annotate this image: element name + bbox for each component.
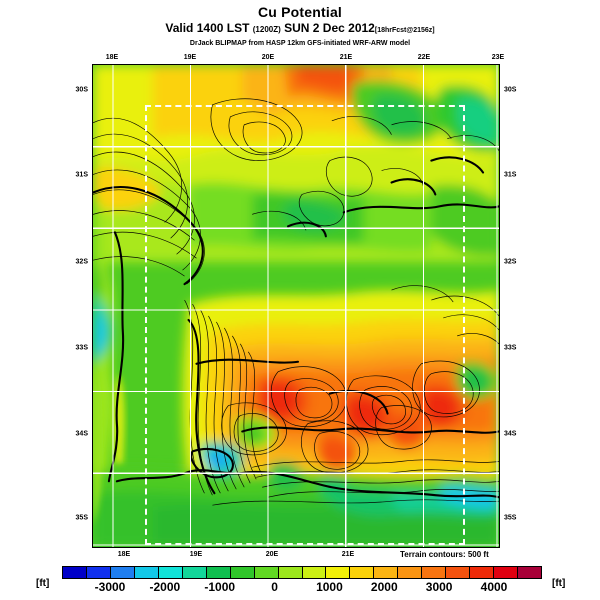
colorbar-tick--3000: -3000 (94, 580, 126, 594)
colorbar-unit-left: [ft] (36, 578, 50, 589)
colorbar-swatch-1 (86, 567, 111, 578)
colorbar-tick-1000: 1000 (316, 580, 343, 594)
colorbar-swatch-14 (398, 567, 423, 578)
colorbar-tick--2000: -2000 (149, 580, 181, 594)
lon-label-bottom-18e: 18E (117, 551, 131, 558)
lat-label-right-30s: 30S (504, 86, 517, 94)
colorbar-swatch-2 (110, 567, 135, 578)
valid-time-text: Valid 1400 LST (165, 21, 250, 35)
colorbar[interactable] (62, 566, 542, 579)
valid-time-utc: (1200Z) (252, 25, 281, 34)
colorbar-tick-0: 0 (271, 580, 278, 594)
lat-label-left-31s: 31S (75, 171, 88, 179)
map-panel[interactable] (92, 64, 500, 548)
lon-label-bottom-21e: 21E (341, 551, 355, 558)
lat-label-right-33s: 33S (504, 344, 517, 352)
colorbar-swatch-8 (254, 567, 279, 578)
colorbar-swatch-6 (206, 567, 231, 578)
colorbar-swatch-16 (446, 567, 471, 578)
colorbar-tick-4000: 4000 (480, 580, 508, 594)
lat-label-right-32s: 32S (504, 258, 517, 266)
forecast-stamp: [18hrFcst@2156z] (374, 27, 435, 34)
colorbar-swatch-13 (374, 567, 399, 578)
lat-label-right-31s: 31S (504, 171, 517, 179)
lon-label-top-21e: 21E (339, 54, 353, 61)
sub-domain-box (145, 105, 465, 545)
colorbar-section: [ft] [ft] -3000 -2000 -1000 0 1000 2000 3000 40… (0, 560, 600, 600)
colorbar-unit-right: [ft] (552, 578, 566, 589)
lon-label-bottom-20e: 20E (265, 551, 279, 558)
colorbar-swatch-0 (63, 567, 87, 578)
lon-label-top-20e: 20E (261, 54, 275, 61)
colorbar-swatch-15 (422, 567, 447, 578)
colorbar-swatch-3 (134, 567, 159, 578)
lat-label-left-33s: 33S (75, 344, 88, 352)
colorbar-swatch-11 (326, 567, 351, 578)
valid-date: SUN 2 Dec 2012 (284, 21, 375, 35)
lat-label-left-30s: 30S (75, 86, 88, 94)
colorbar-swatch-7 (230, 567, 255, 578)
valid-time-line: Valid 1400 LST (1200Z) SUN 2 Dec 2012[18… (0, 21, 600, 38)
lat-label-left-32s: 32S (75, 258, 88, 266)
colorbar-swatch-4 (158, 567, 183, 578)
lon-label-top-23e: 23E (491, 54, 505, 61)
terrain-contour-note: Terrain contours: 500 ft (400, 550, 489, 559)
colorbar-swatch-9 (278, 567, 303, 578)
lat-label-left-34s: 34S (75, 430, 88, 438)
colorbar-swatch-17 (470, 567, 495, 578)
colorbar-swatch-5 (182, 567, 207, 578)
colorbar-swatch-10 (302, 567, 327, 578)
lon-label-top-19e: 19E (183, 54, 197, 61)
colorbar-swatch-19 (518, 567, 542, 578)
colorbar-tick--1000: -1000 (204, 580, 236, 594)
lat-label-left-35s: 35S (75, 514, 88, 522)
cu-potential-field (93, 65, 499, 547)
title-block: Cu Potential Valid 1400 LST (1200Z) SUN … (0, 4, 600, 49)
colorbar-tick-3000: 3000 (425, 580, 453, 594)
page-title: Cu Potential (257, 4, 343, 20)
colorbar-tick-2000: 2000 (370, 580, 398, 594)
lat-label-right-34s: 34S (504, 430, 517, 438)
colorbar-swatch-12 (350, 567, 375, 578)
lon-label-top-22e: 22E (417, 54, 431, 61)
lon-label-top-18e: 18E (105, 54, 119, 61)
model-description: DrJack BLIPMAP from HASP 12km GFS-initia… (189, 40, 411, 47)
colorbar-swatch-18 (494, 567, 519, 578)
lat-label-right-35s: 35S (504, 514, 517, 522)
lon-label-bottom-19e: 19E (189, 551, 203, 558)
